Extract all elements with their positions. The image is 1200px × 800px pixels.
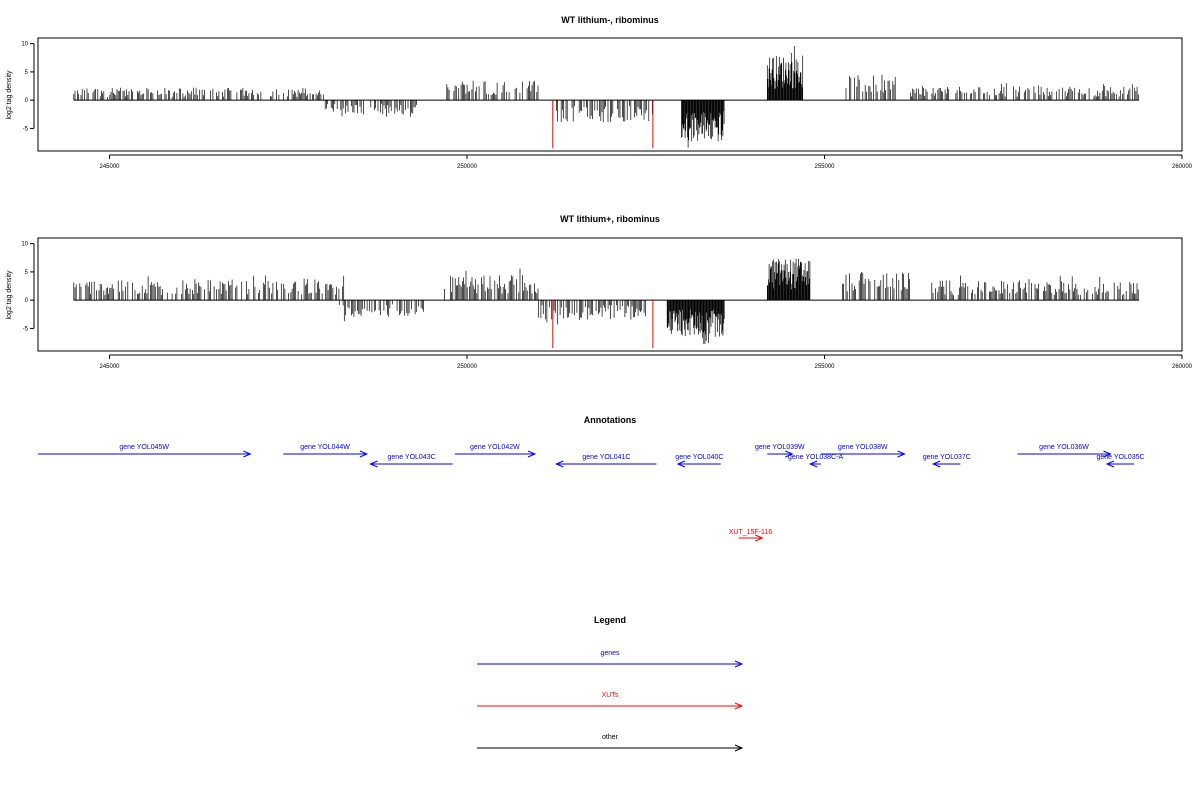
- track-panel-wt-lithium-plus: WT lithium+, ribominus log2 tag density …: [6, 214, 1193, 370]
- signal-bars: [73, 46, 1140, 148]
- y-tick-label: 5: [25, 70, 29, 76]
- x-tick-label: 255000: [814, 364, 835, 370]
- track-title-wt-lithium-minus: WT lithium-, ribominus: [561, 15, 659, 25]
- gene-label: gene YOL040C: [675, 454, 723, 461]
- legend-items: genes XUTs other: [477, 650, 744, 752]
- gene-arrow-head: [1103, 450, 1112, 458]
- y-tick-label: -5: [23, 326, 29, 332]
- gene-arrow-head: [1105, 460, 1115, 468]
- x-tick-label: 255000: [814, 164, 835, 170]
- legend-label: other: [602, 734, 619, 741]
- legend-title: Legend: [594, 615, 626, 625]
- plot-frame: [37, 237, 1183, 352]
- gene-label: gene YOL037C: [923, 454, 971, 461]
- y-tick-label: 10: [21, 42, 28, 48]
- xut-label: XUT_15F-116: [729, 529, 773, 536]
- y-axis-label: log2 tag density: [6, 270, 13, 320]
- track-title-wt-lithium-plus: WT lithium+, ribominus: [560, 214, 660, 224]
- gene-arrow-head: [243, 450, 252, 458]
- y-tick-label: -5: [23, 126, 29, 132]
- x-tick-label: 245000: [99, 364, 120, 370]
- gene-arrow-head: [555, 460, 564, 468]
- gene-label: gene YOL042W: [470, 444, 520, 451]
- legend-arrow-head: [734, 702, 744, 710]
- legend-arrow-head: [734, 744, 744, 752]
- boundary-markers: [552, 100, 654, 149]
- gene-arrow-head: [897, 450, 906, 458]
- axes: 245000 250000 255000 260000 -5 0 5 10: [21, 42, 1192, 170]
- annotations-track: Annotations gene YOL045W gene YOL044Wgene…: [38, 415, 1145, 542]
- gene-arrow-head: [785, 450, 794, 458]
- y-tick-label: 0: [25, 298, 29, 304]
- gene-label: gene YOL043C: [388, 454, 436, 461]
- xut-arrow-head: [755, 534, 764, 542]
- legend-label: XUTs: [602, 692, 619, 699]
- annotation-features: gene YOL045W gene YOL044W gene YOL043C gene…: [38, 444, 1145, 542]
- legend-label: genes: [600, 650, 620, 657]
- axes: 245000 250000 255000 260000 -5 0 5 10: [21, 242, 1192, 370]
- y-tick-label: 0: [25, 98, 29, 104]
- track-panel-wt-lithium-minus: WT lithium-, ribominus log2 tag density …: [6, 15, 1193, 170]
- gene-label: gene YOL038W: [838, 444, 888, 451]
- y-axis-label: log2 tag density: [6, 70, 13, 120]
- legend: Legend genes XUTs other: [477, 615, 744, 752]
- legend-arrow-head: [734, 660, 744, 668]
- x-tick-label: 245000: [99, 164, 120, 170]
- signal-bars: [73, 258, 1140, 345]
- y-tick-label: 10: [21, 242, 28, 248]
- x-tick-label: 260000: [1172, 164, 1193, 170]
- gene-label: gene YOL036W: [1039, 444, 1089, 451]
- gene-label: gene YOL041C: [582, 454, 630, 461]
- y-tick-label: 5: [25, 270, 29, 276]
- gene-label: gene YOL045W: [119, 444, 169, 451]
- gene-arrow-head: [676, 460, 686, 468]
- annotations-title: Annotations: [584, 415, 637, 425]
- gene-arrow-head: [359, 450, 369, 458]
- gene-arrow-head: [931, 460, 941, 468]
- plot-frame: [37, 37, 1183, 152]
- gene-label: gene YOL035C: [1096, 454, 1144, 461]
- gene-arrow-head: [527, 450, 537, 458]
- gene-label: gene YOL044W: [300, 444, 350, 451]
- gene-arrow-head: [808, 460, 818, 468]
- x-tick-label: 250000: [457, 364, 478, 370]
- boundary-markers: [552, 300, 654, 349]
- gene-label: gene YOL039W: [755, 444, 805, 451]
- gene-label: gene YOL038C-A: [788, 454, 843, 461]
- x-tick-label: 260000: [1172, 364, 1193, 370]
- gene-arrow-head: [369, 460, 378, 468]
- x-tick-label: 250000: [457, 164, 478, 170]
